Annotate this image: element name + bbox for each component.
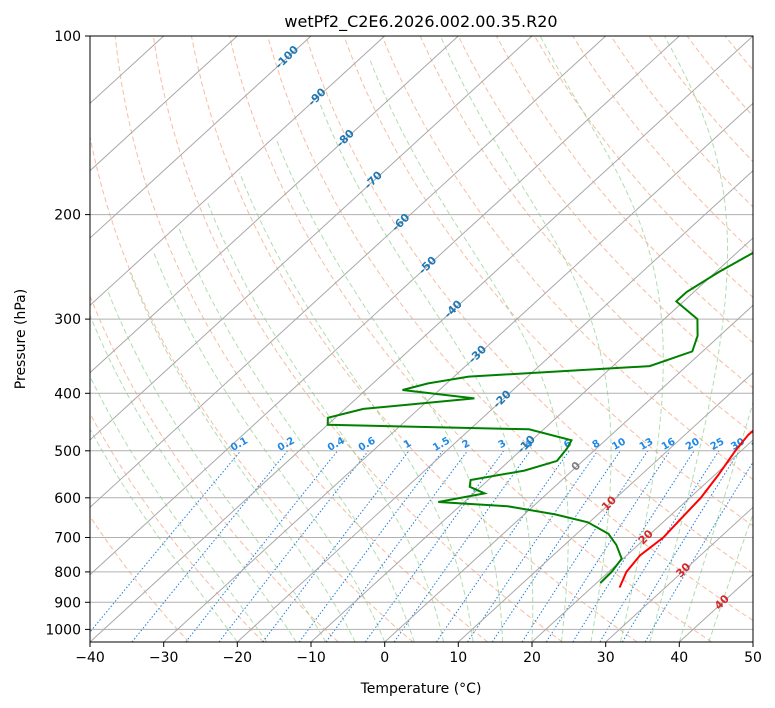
mixing-ratio-label: 4: [523, 438, 535, 451]
y-axis: 100 200 300 400 500 600 700 800 900 1000: [45, 29, 90, 638]
moist-adiabat: [539, 36, 664, 642]
moist-adiabat: [239, 172, 474, 642]
isotherm: [605, 506, 753, 642]
mixing-ratio-line: [298, 450, 444, 642]
mixing-ratio-label: 8: [591, 438, 603, 451]
dry-adiabat: [114, 36, 488, 642]
mixing-ratio-label: 6: [562, 438, 574, 451]
isotherm: [90, 36, 680, 576]
isotherm: [236, 169, 753, 642]
isotherm: [90, 36, 459, 374]
dry-adiabat: [90, 412, 264, 642]
dry-adiabat: [343, 36, 753, 527]
y-tick-label: 1000: [45, 622, 81, 638]
mixing-ratio-line: [644, 461, 753, 642]
y-tick-label: 600: [54, 491, 81, 507]
mixing-ratio-line: [262, 450, 410, 642]
isotherm: [90, 36, 312, 239]
mixing-ratio-label: 2: [460, 438, 472, 451]
mixing-ratio-label: 3: [497, 438, 509, 451]
mixing-ratio-line: [572, 450, 695, 642]
x-tick-label: −40: [75, 650, 105, 666]
x-tick-label: 30: [597, 650, 615, 666]
isotherm: [90, 36, 533, 441]
moist-adiabat: [319, 103, 534, 642]
isotherm: [163, 102, 753, 642]
y-tick-label: 100: [54, 29, 81, 45]
mixing-ratio-line: [545, 450, 671, 642]
dry-adiabat: [381, 36, 753, 481]
y-axis-label: Pressure (hPa): [13, 289, 29, 389]
dry-adiabat: [267, 36, 753, 622]
dry-adiabat: [152, 36, 563, 642]
x-tick-label: −30: [149, 650, 179, 666]
isotherm: [457, 371, 753, 642]
mixing-ratio-line: [435, 450, 570, 642]
chart-title: wetPf2_C2E6.2026.002.00.35.R20: [284, 12, 557, 32]
mixing-ratio-line: [467, 450, 599, 642]
y-tick-label: 800: [54, 565, 81, 581]
moist-adiabat: [206, 201, 445, 642]
moist-adiabat: [152, 250, 386, 642]
mixing-ratio-line: [599, 450, 720, 642]
moist-adiabat: [90, 313, 297, 642]
plot-frame: [89, 35, 754, 643]
y-tick-label: 700: [54, 531, 81, 547]
moist-adiabat: [678, 400, 753, 642]
x-tick-label: 0: [380, 650, 389, 666]
isotherm: [531, 439, 753, 642]
moist-adiabat: [129, 271, 356, 642]
x-tick-label: 20: [523, 650, 541, 666]
mixing-ratio-label: 1: [402, 438, 414, 451]
moist-adiabat: [649, 36, 728, 642]
isotherm: [90, 36, 753, 642]
isotherms: [90, 36, 753, 642]
temperature-profile: [618, 429, 753, 588]
x-axis: −40 −30 −20 −10 0 10 20 30 40 50: [75, 642, 762, 666]
pressure-gridlines: [90, 36, 753, 630]
isotherm: [90, 36, 238, 172]
y-tick-label: 300: [54, 312, 81, 328]
mixing-ratio-line: [491, 450, 621, 642]
mixing-ratio-line: [218, 450, 369, 642]
dry-adiabat: [229, 36, 712, 642]
isotherm: [90, 36, 607, 509]
y-tick-label: 200: [54, 208, 81, 224]
dry-adiabat: [534, 36, 753, 298]
y-tick-label: 400: [54, 386, 81, 402]
moist-adiabat: [439, 36, 612, 642]
dry-adiabat: [190, 36, 638, 642]
dry-adiabat: [419, 36, 753, 435]
y-tick-label: 900: [54, 595, 81, 611]
x-axis-label: Temperature (°C): [360, 681, 482, 697]
isotherm: [310, 237, 753, 642]
x-tick-label: 10: [449, 650, 467, 666]
moist-adiabat: [369, 60, 569, 642]
dewpoint-profile: [326, 251, 753, 584]
isotherm: [384, 304, 753, 642]
moist-adiabat: [708, 512, 753, 642]
mixing-ratio-line: [90, 450, 242, 633]
y-tick-label: 500: [54, 444, 81, 460]
x-tick-label: 50: [744, 650, 762, 666]
mixing-ratio-line: [621, 450, 740, 642]
x-tick-label: 40: [670, 650, 688, 666]
moist-adiabat: [90, 375, 268, 642]
moist-adiabat: [178, 227, 415, 642]
mixing-ratio-label: 36: [750, 436, 768, 453]
dry-adiabat: [457, 36, 753, 389]
isotherm: [90, 36, 386, 307]
dry-adiabat: [305, 36, 753, 574]
mixing-ratio-line: [364, 450, 505, 642]
x-tick-label: −20: [223, 650, 253, 666]
x-tick-label: −10: [296, 650, 326, 666]
mixing-ratio-line: [325, 450, 468, 642]
